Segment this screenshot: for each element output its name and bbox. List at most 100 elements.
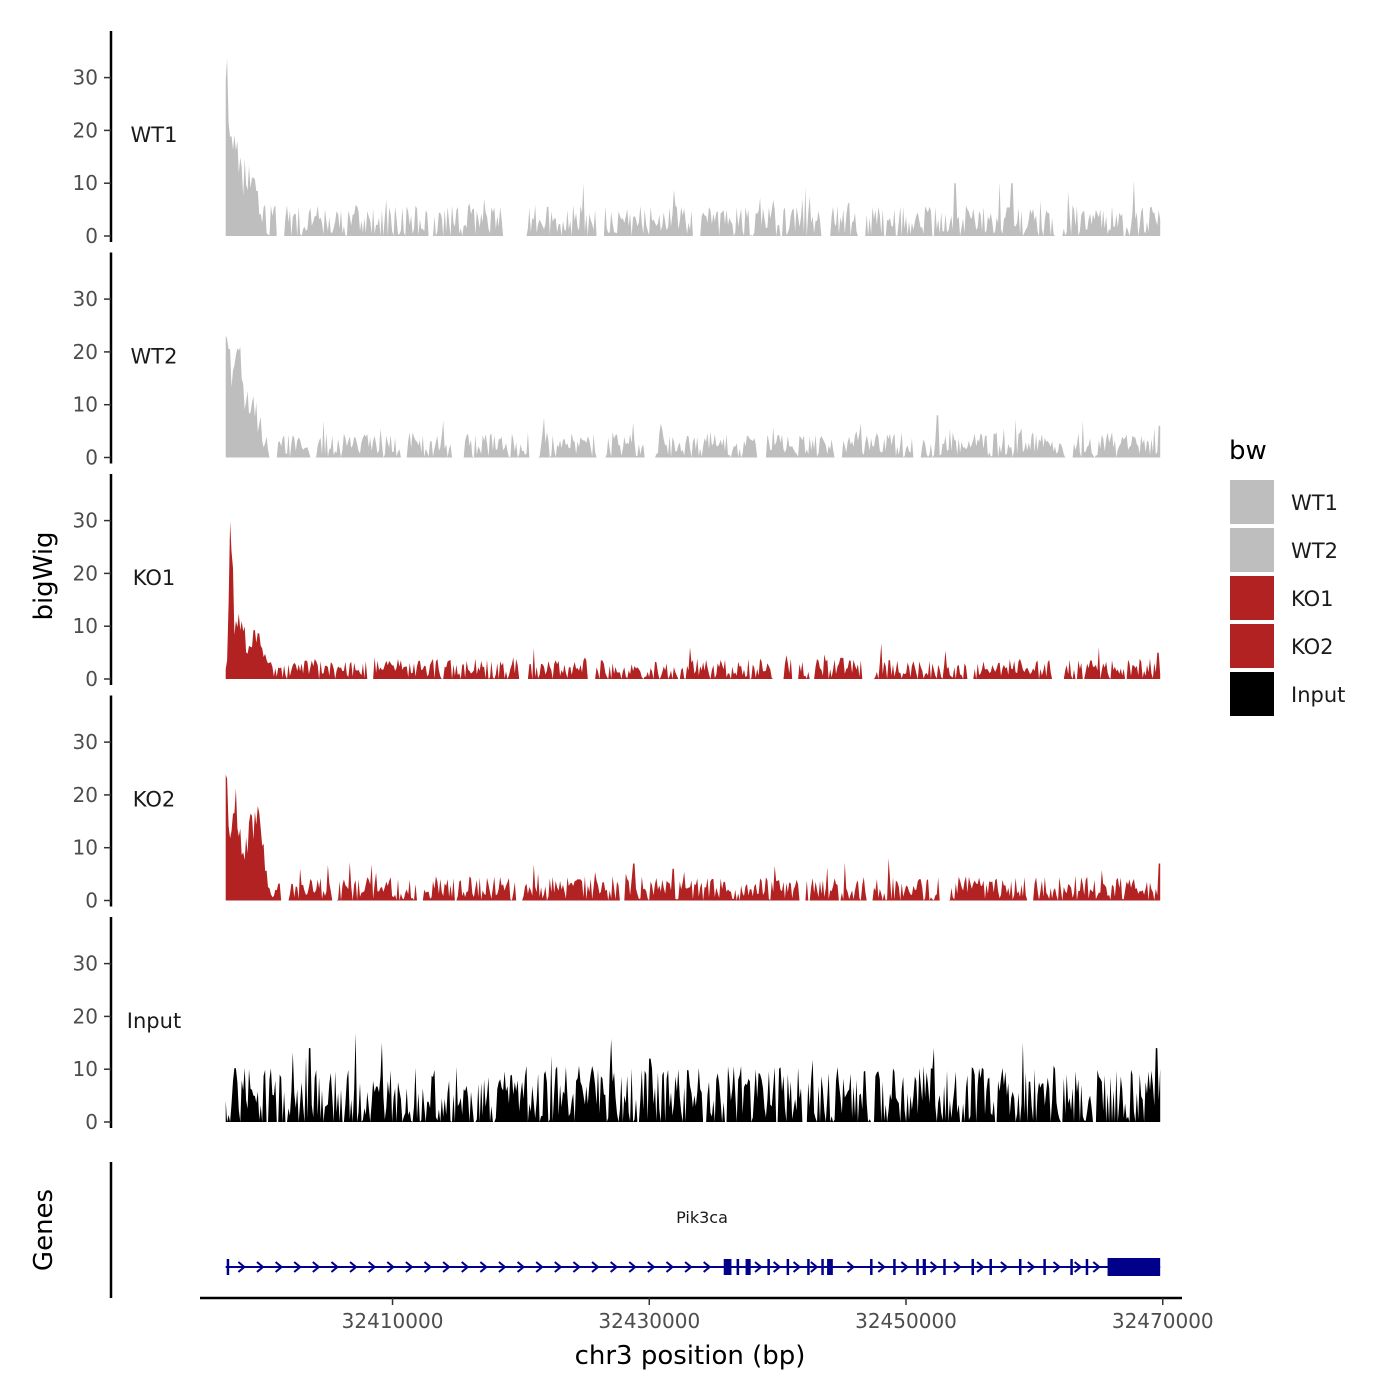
y-tick-label: 10 bbox=[73, 393, 98, 417]
strand-arrow bbox=[929, 1261, 939, 1273]
legend-label: KO1 bbox=[1291, 587, 1334, 611]
y-tick-label: 10 bbox=[73, 614, 98, 638]
strand-arrow bbox=[554, 1261, 563, 1273]
strand-arrow bbox=[405, 1261, 414, 1273]
y-tick-label: 10 bbox=[73, 1057, 98, 1081]
signal-area-wt1 bbox=[225, 58, 1161, 237]
gene-exon bbox=[723, 1259, 732, 1275]
x-tick-label: 32470000 bbox=[1112, 1309, 1214, 1333]
gene-exon bbox=[870, 1259, 873, 1275]
strand-arrow bbox=[1074, 1261, 1083, 1273]
strand-arrow bbox=[1000, 1261, 1009, 1273]
gene-exon bbox=[226, 1259, 230, 1275]
y-tick-label: 20 bbox=[73, 783, 98, 807]
legend-label: WT1 bbox=[1291, 491, 1338, 515]
legend-title: bw bbox=[1229, 436, 1267, 466]
track-label: WT2 bbox=[131, 345, 178, 369]
gene-exon bbox=[1085, 1259, 1089, 1275]
gene-exon bbox=[827, 1259, 833, 1275]
gene-exon bbox=[989, 1259, 992, 1275]
strand-arrow bbox=[754, 1261, 763, 1273]
strand-arrow bbox=[330, 1261, 339, 1273]
gene-exon bbox=[807, 1259, 810, 1275]
gene-exon bbox=[971, 1259, 974, 1275]
y-tick-label: 10 bbox=[73, 836, 98, 860]
strand-arrow bbox=[1027, 1261, 1036, 1273]
gene-exon bbox=[786, 1259, 790, 1275]
strand-arrow bbox=[423, 1261, 433, 1273]
strand-arrow bbox=[810, 1261, 819, 1273]
x-tick-label: 32430000 bbox=[598, 1309, 700, 1333]
y-tick-label: 30 bbox=[73, 66, 98, 90]
y-tick-label: 30 bbox=[73, 952, 98, 976]
strand-arrow bbox=[846, 1261, 856, 1273]
strand-arrow bbox=[609, 1261, 619, 1273]
legend-key-input bbox=[1230, 672, 1274, 716]
y-tick-label: 20 bbox=[73, 561, 98, 585]
gene-exon bbox=[767, 1259, 770, 1275]
legend-label: WT2 bbox=[1291, 539, 1338, 563]
track-label: KO2 bbox=[133, 788, 176, 812]
gene-model bbox=[225, 1258, 1161, 1276]
y-tick-label: 0 bbox=[85, 667, 98, 691]
strand-arrow bbox=[1052, 1261, 1062, 1273]
strand-arrow bbox=[516, 1261, 526, 1273]
track-wt2: 0 10 20 30 WT2 bbox=[73, 252, 1161, 470]
gene-exon bbox=[916, 1259, 919, 1275]
legend-key-ko2 bbox=[1230, 624, 1274, 668]
strand-arrow bbox=[312, 1261, 321, 1273]
y-tick-label: 20 bbox=[73, 1004, 98, 1028]
strand-arrow bbox=[953, 1261, 962, 1273]
strand-arrow bbox=[293, 1261, 302, 1273]
legend-label: Input bbox=[1291, 683, 1345, 707]
track-label: WT1 bbox=[131, 123, 178, 147]
strand-arrow bbox=[237, 1261, 246, 1273]
track-label: KO1 bbox=[133, 566, 176, 590]
y-tick-label: 0 bbox=[85, 224, 98, 248]
strand-arrow bbox=[368, 1261, 377, 1273]
legend-entries: WT1 WT2 KO1 KO2 Input bbox=[1230, 480, 1345, 716]
gene-panel: Genes Pik3ca bbox=[29, 1162, 1161, 1298]
strand-arrow bbox=[256, 1261, 265, 1273]
strand-arrow bbox=[591, 1261, 600, 1273]
strand-arrow bbox=[479, 1261, 488, 1273]
strand-arrow bbox=[900, 1261, 909, 1273]
y-tick-label: 0 bbox=[85, 1110, 98, 1134]
legend-label: KO2 bbox=[1291, 635, 1334, 659]
gene-name-label: Pik3ca bbox=[676, 1208, 728, 1227]
legend-key-ko1 bbox=[1230, 576, 1274, 620]
strand-arrow bbox=[684, 1261, 693, 1273]
strand-arrow bbox=[349, 1261, 358, 1273]
y-tick-label: 0 bbox=[85, 446, 98, 470]
y-tick-label: 20 bbox=[73, 118, 98, 142]
y-tick-label: 30 bbox=[73, 509, 98, 533]
y-axis-title: bigWig bbox=[29, 531, 59, 620]
strand-arrow bbox=[386, 1261, 395, 1273]
track-ko1: 0 10 20 30 KO1 bbox=[73, 474, 1161, 691]
gene-exon bbox=[1070, 1259, 1073, 1275]
x-tick-label: 32450000 bbox=[855, 1309, 957, 1333]
x-axis-ticks: 32410000 32430000 32450000 32470000 bbox=[342, 1298, 1214, 1333]
genes-axis-title: Genes bbox=[29, 1189, 59, 1271]
gene-exon bbox=[821, 1259, 824, 1275]
signal-area-wt2 bbox=[225, 335, 1161, 458]
x-tick-label: 32410000 bbox=[342, 1309, 444, 1333]
signal-tracks: 0 10 20 30 WT1 0 10 20 30 WT2 0 10 20 30 KO1 0 10 20 30 KO2… bbox=[73, 31, 1161, 1134]
strand-arrow bbox=[877, 1261, 886, 1273]
signal-area-ko1 bbox=[225, 521, 1161, 679]
track-label: Input bbox=[127, 1009, 181, 1033]
track-wt1: 0 10 20 30 WT1 bbox=[73, 31, 1161, 248]
legend-key-wt1 bbox=[1230, 480, 1274, 524]
strand-arrow bbox=[976, 1261, 985, 1273]
legend: bw WT1 WT2 KO1 KO2 Input bbox=[1229, 436, 1345, 716]
gene-exon bbox=[922, 1259, 926, 1275]
y-tick-label: 10 bbox=[73, 171, 98, 195]
strand-arrow bbox=[628, 1261, 637, 1273]
y-tick-label: 20 bbox=[73, 340, 98, 364]
strand-arrow bbox=[461, 1261, 470, 1273]
strand-arrow bbox=[274, 1261, 284, 1273]
x-axis: 32410000 32430000 32450000 32470000 chr3 po… bbox=[200, 1296, 1214, 1371]
y-tick-label: 30 bbox=[73, 287, 98, 311]
x-axis-title: chr3 position (bp) bbox=[575, 1341, 806, 1371]
